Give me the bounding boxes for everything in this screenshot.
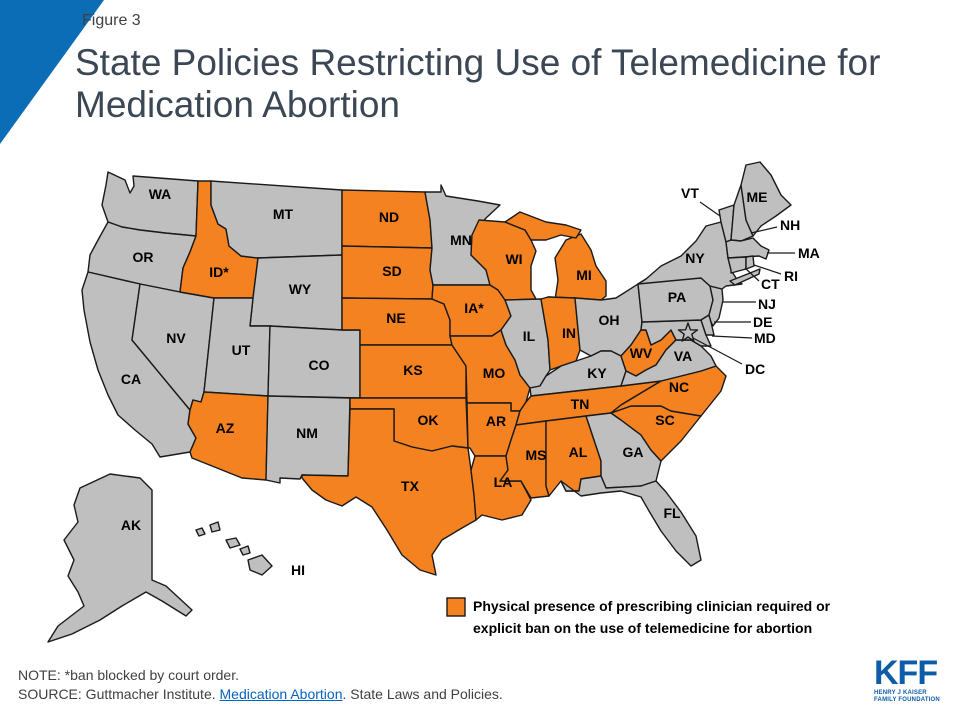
page-title: State Policies Restricting Use of Teleme… bbox=[75, 42, 880, 126]
state-label-SD: SD bbox=[382, 263, 401, 279]
leader-line-MD bbox=[711, 335, 753, 339]
note-text: NOTE: *ban blocked by court order. bbox=[18, 667, 239, 683]
state-AZ bbox=[187, 391, 269, 481]
state-label-MT: MT bbox=[273, 206, 294, 222]
state-label-MN: MN bbox=[450, 232, 472, 248]
state-HI-island bbox=[239, 545, 251, 556]
state-label-CO: CO bbox=[309, 357, 330, 373]
state-label-ME: ME bbox=[747, 189, 768, 205]
leader-line-CT bbox=[744, 267, 760, 282]
state-label-NE: NE bbox=[386, 310, 405, 326]
state-RI bbox=[745, 255, 755, 270]
state-HI-island bbox=[195, 527, 206, 537]
state-label-DC: DC bbox=[745, 361, 765, 377]
state-label-PA: PA bbox=[668, 289, 686, 305]
state-DE bbox=[700, 314, 715, 336]
state-label-TN: TN bbox=[571, 396, 590, 412]
state-DC-star bbox=[677, 322, 699, 342]
state-label-LA: LA bbox=[494, 474, 513, 490]
state-label-MD: MD bbox=[754, 330, 776, 346]
state-label-NH: NH bbox=[780, 217, 800, 233]
state-label-CA: CA bbox=[121, 371, 141, 387]
title-line-1: State Policies Restricting Use of Teleme… bbox=[75, 42, 881, 83]
title-line-2: Medication Abortion bbox=[75, 84, 400, 125]
state-AK bbox=[47, 473, 193, 643]
state-label-KY: KY bbox=[587, 365, 607, 381]
corner-accent-triangle bbox=[0, 0, 104, 144]
kff-logo: KFF HENRY J KAISER FAMILY FOUNDATION bbox=[874, 656, 946, 704]
state-label-AZ: AZ bbox=[216, 420, 235, 436]
state-NC bbox=[610, 365, 727, 417]
state-label-FL: FL bbox=[663, 505, 681, 521]
leader-line-NH bbox=[750, 226, 778, 234]
leader-line-VT bbox=[699, 201, 721, 217]
source-prefix: SOURCE: Guttmacher Institute. bbox=[18, 686, 220, 702]
state-label-AK: AK bbox=[121, 517, 141, 533]
state-label-NY: NY bbox=[685, 250, 705, 266]
figure-label: Figure 3 bbox=[82, 12, 141, 29]
state-label-DE: DE bbox=[753, 314, 772, 330]
state-HI bbox=[195, 521, 273, 576]
leader-line-RI bbox=[753, 264, 782, 275]
legend-label-line-1: Physical presence of prescribing clinici… bbox=[473, 598, 831, 614]
legend-label: Physical presence of prescribing clinici… bbox=[473, 595, 830, 639]
state-label-IA: IA* bbox=[464, 300, 484, 316]
legend-label-line-2: explicit ban on the use of telemedicine … bbox=[473, 620, 813, 636]
state-label-GA: GA bbox=[623, 444, 644, 460]
state-TX bbox=[301, 408, 477, 576]
state-label-AL: AL bbox=[569, 444, 588, 460]
state-label-OH: OH bbox=[599, 312, 620, 328]
state-label-IL: IL bbox=[523, 328, 536, 344]
state-label-NC: NC bbox=[669, 379, 689, 395]
state-label-RI: RI bbox=[784, 268, 798, 284]
state-label-VA: VA bbox=[674, 348, 692, 364]
state-label-OR: OR bbox=[133, 249, 154, 265]
state-NJ bbox=[708, 285, 724, 327]
state-label-MS: MS bbox=[526, 447, 547, 463]
state-ME bbox=[740, 161, 792, 237]
state-label-CT: CT bbox=[761, 276, 780, 292]
leader-line-DC bbox=[692, 337, 743, 365]
state-HI-island bbox=[247, 554, 273, 576]
state-label-UT: UT bbox=[232, 342, 251, 358]
state-label-WY: WY bbox=[289, 281, 312, 297]
state-label-VT: VT bbox=[681, 185, 699, 201]
state-label-IN: IN bbox=[562, 325, 576, 341]
state-label-MA: MA bbox=[798, 245, 820, 261]
state-FL bbox=[560, 475, 702, 567]
state-HI-island bbox=[225, 537, 241, 549]
state-MI-upper-peninsula bbox=[504, 211, 582, 241]
state-label-WI: WI bbox=[505, 251, 522, 267]
state-MI bbox=[504, 211, 607, 301]
state-label-KS: KS bbox=[403, 362, 422, 378]
state-label-SC: SC bbox=[655, 412, 674, 428]
source-suffix: . State Laws and Policies. bbox=[342, 686, 503, 702]
state-label-WV: WV bbox=[630, 345, 653, 361]
state-label-HI: HI bbox=[291, 562, 305, 578]
state-label-NV: NV bbox=[166, 330, 186, 346]
source-line: SOURCE: Guttmacher Institute. Medication… bbox=[18, 686, 503, 702]
state-HI-island bbox=[209, 521, 221, 533]
state-label-AR: AR bbox=[486, 413, 506, 429]
state-label-MO: MO bbox=[483, 365, 506, 381]
state-label-ID: ID* bbox=[209, 264, 229, 280]
state-CT bbox=[727, 256, 747, 274]
legend-swatch bbox=[446, 597, 466, 617]
state-MA bbox=[725, 237, 770, 260]
state-label-OK: OK bbox=[418, 412, 439, 428]
logo-subtitle-line-2: FAMILY FOUNDATION bbox=[874, 697, 940, 703]
logo-subtitle-line-1: HENRY J KAISER bbox=[874, 690, 927, 696]
logo-mark: KFF bbox=[874, 654, 938, 692]
source-link[interactable]: Medication Abortion bbox=[219, 686, 343, 702]
state-label-ND: ND bbox=[379, 209, 399, 225]
state-label-WA: WA bbox=[149, 186, 172, 202]
state-label-MI: MI bbox=[576, 267, 592, 283]
state-label-TX: TX bbox=[401, 478, 420, 494]
state-label-NJ: NJ bbox=[758, 296, 776, 312]
state-label-NM: NM bbox=[296, 425, 318, 441]
